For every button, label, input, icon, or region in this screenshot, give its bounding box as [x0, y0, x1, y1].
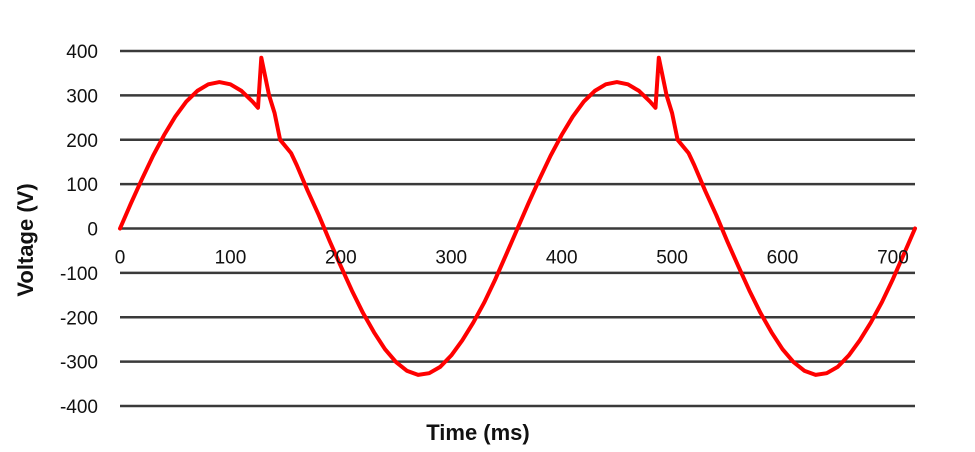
series-layer — [118, 55, 917, 377]
y-tick-labels: 400 300 200 100 0 -100 -200 -300 -400 — [60, 42, 98, 418]
y-tick-label: -400 — [60, 397, 98, 418]
y-tick-label: 300 — [66, 86, 98, 107]
x-tick-label: 600 — [767, 248, 799, 269]
x-tick-label: 200 — [325, 248, 357, 269]
y-tick-label: 100 — [66, 175, 98, 196]
x-tick-label: 400 — [546, 248, 578, 269]
y-tick-label: 0 — [87, 220, 98, 241]
x-tick-label: 100 — [215, 248, 247, 269]
y-tick-label: -300 — [60, 353, 98, 374]
series-line-0 — [118, 55, 917, 377]
y-tick-label: -200 — [60, 308, 98, 329]
y-tick-label: 200 — [66, 131, 98, 152]
x-tick-label: 700 — [877, 248, 909, 269]
y-tick-label: 400 — [66, 42, 98, 63]
y-tick-label: -100 — [60, 264, 98, 285]
y-axis-title: Voltage (V) — [13, 183, 38, 296]
x-tick-label: 500 — [656, 248, 688, 269]
x-axis-title: Time (ms) — [426, 420, 530, 445]
x-tick-label: 0 — [115, 248, 126, 269]
x-tick-labels: 0 100 200 300 400 500 600 700 — [115, 248, 909, 269]
x-tick-label: 300 — [435, 248, 467, 269]
